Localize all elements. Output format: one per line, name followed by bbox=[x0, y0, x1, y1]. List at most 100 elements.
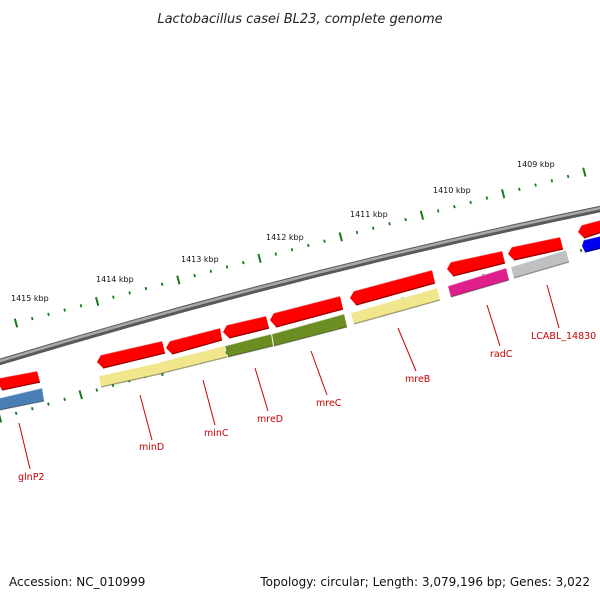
upper-row-minor-tick bbox=[112, 295, 115, 299]
scale-label-1413: 1413 kbp bbox=[181, 255, 219, 264]
upper-row-major-tick bbox=[338, 232, 343, 242]
upper-row-minor-tick bbox=[355, 230, 359, 235]
upper-row-minor-tick bbox=[404, 217, 407, 222]
gene-glnP2-box bbox=[0, 387, 45, 411]
upper-row-minor-tick bbox=[453, 204, 456, 209]
cds-arrow bbox=[223, 315, 270, 339]
cds-arrow-body bbox=[578, 220, 600, 238]
gene-mreB-box-shadow bbox=[353, 299, 441, 325]
gene-mreD-box bbox=[224, 333, 274, 358]
gene-label-mreC: mreC bbox=[316, 398, 342, 409]
lower-row-minor-tick bbox=[47, 402, 50, 406]
cds-arrow bbox=[508, 236, 564, 261]
upper-row-minor-tick bbox=[47, 312, 50, 317]
map-title: Lactobacillus casei BL23, complete genom… bbox=[157, 12, 442, 27]
gene-track bbox=[0, 235, 600, 411]
gene-label-radC: radC bbox=[490, 349, 513, 360]
genome-backbone bbox=[0, 205, 600, 366]
cds-arrow-shadow bbox=[102, 352, 166, 369]
gene-radC-box-highlight bbox=[447, 267, 507, 287]
gene-minD-box-shadow bbox=[100, 372, 165, 388]
cds-arrow-body bbox=[447, 251, 505, 276]
label-connector-line bbox=[486, 304, 501, 347]
gene-minC-box-highlight bbox=[159, 345, 225, 363]
upper-row-minor-tick bbox=[388, 222, 391, 226]
cds-arrow-shadow bbox=[171, 339, 223, 355]
label-connector-line bbox=[546, 284, 560, 329]
blue-feature-box-body bbox=[582, 236, 600, 252]
upper-row-minor-tick bbox=[566, 174, 570, 179]
upper-row-minor-tick bbox=[518, 187, 521, 192]
upper-row-major-tick bbox=[257, 253, 262, 263]
gene-LCABL_14830-box-highlight bbox=[510, 249, 567, 268]
blue-feature-box-shadow bbox=[584, 247, 600, 253]
scale-label-1411: 1411 kbp bbox=[350, 210, 388, 219]
gene-mreD-box-shadow bbox=[227, 345, 274, 358]
cds-arrow bbox=[0, 370, 41, 391]
gene-mreD-box-body bbox=[225, 334, 273, 357]
scale-label-1415: 1415 kbp bbox=[11, 294, 49, 303]
cds-arrow-body bbox=[223, 316, 269, 338]
upper-row-minor-tick bbox=[274, 252, 278, 256]
upper-row-minor-tick bbox=[225, 265, 229, 269]
cds-arrow-body bbox=[270, 296, 343, 327]
label-connector-line bbox=[310, 350, 328, 396]
cds-arrow-highlight bbox=[450, 250, 503, 263]
cds-arrow-shadow bbox=[513, 248, 564, 261]
lower-row-minor-tick bbox=[63, 397, 66, 402]
cds-arrow-highlight bbox=[0, 370, 38, 379]
gene-minD-box-body bbox=[99, 362, 164, 387]
gene-mreD-box-highlight bbox=[224, 333, 272, 347]
cds-arrow-highlight bbox=[226, 315, 267, 326]
cds-arrow bbox=[97, 340, 166, 369]
cds-arrow bbox=[270, 295, 344, 328]
gene-mreC-box-body bbox=[272, 314, 347, 346]
gene-mreC-box bbox=[271, 313, 348, 347]
accession-text: Accession: NC_010999 bbox=[9, 575, 145, 589]
lower-row-minor-tick bbox=[579, 248, 583, 253]
gene-mreC-box-shadow bbox=[273, 326, 348, 347]
cds-arrow bbox=[166, 327, 223, 355]
cds-arrow-body bbox=[166, 328, 222, 354]
lower-row-major-tick bbox=[0, 414, 3, 423]
gene-LCABL_14830-box-shadow bbox=[513, 261, 570, 279]
scale-tick-row-upper bbox=[13, 167, 587, 328]
upper-row-minor-tick bbox=[242, 260, 245, 265]
upper-row-minor-tick bbox=[469, 200, 472, 205]
upper-row-major-tick bbox=[419, 210, 425, 220]
upper-row-minor-tick bbox=[79, 304, 83, 308]
upper-row-minor-tick bbox=[128, 291, 131, 295]
lower-row-minor-tick bbox=[111, 383, 115, 388]
scale-label-1414: 1414 kbp bbox=[96, 275, 134, 284]
gene-label-LCABL_14830: LCABL_14830 bbox=[531, 331, 596, 342]
blue-feature-box bbox=[582, 235, 600, 253]
upper-row-minor-tick bbox=[436, 209, 440, 213]
gene-glnP2-box-shadow bbox=[0, 400, 45, 411]
cds-arrow-highlight bbox=[581, 219, 600, 226]
cds-arrow-body bbox=[350, 270, 435, 305]
gene-minC-box bbox=[159, 345, 228, 374]
gene-label-mreD: mreD bbox=[257, 414, 283, 425]
gene-labels: glnP2 minD minC mreD mreC mreB radC LCAB… bbox=[18, 331, 596, 483]
gene-minC-box-body bbox=[160, 346, 227, 373]
upper-row-minor-tick bbox=[209, 269, 213, 273]
gene-label-glnP2: glnP2 bbox=[18, 472, 44, 483]
upper-row-minor-tick bbox=[485, 196, 489, 200]
cds-arrow-body bbox=[508, 237, 563, 260]
label-connector-line bbox=[139, 394, 153, 441]
cds-arrow-shadow bbox=[452, 262, 506, 277]
blue-feature-box-highlight bbox=[583, 235, 600, 241]
upper-row-major-tick bbox=[501, 189, 506, 199]
gene-glnP2-box-highlight bbox=[0, 387, 43, 399]
gene-minD-box bbox=[98, 361, 165, 388]
gene-radC-box-body bbox=[448, 268, 509, 297]
cds-track bbox=[0, 219, 600, 391]
cds-arrow-shadow bbox=[228, 327, 270, 339]
cds-arrow bbox=[447, 250, 506, 277]
gene-radC-box bbox=[447, 267, 510, 298]
cds-arrow-highlight bbox=[169, 327, 221, 342]
cds-arrow-shadow bbox=[355, 282, 436, 306]
gene-minC-box-shadow bbox=[162, 356, 228, 374]
gene-minD-box-highlight bbox=[98, 361, 163, 377]
